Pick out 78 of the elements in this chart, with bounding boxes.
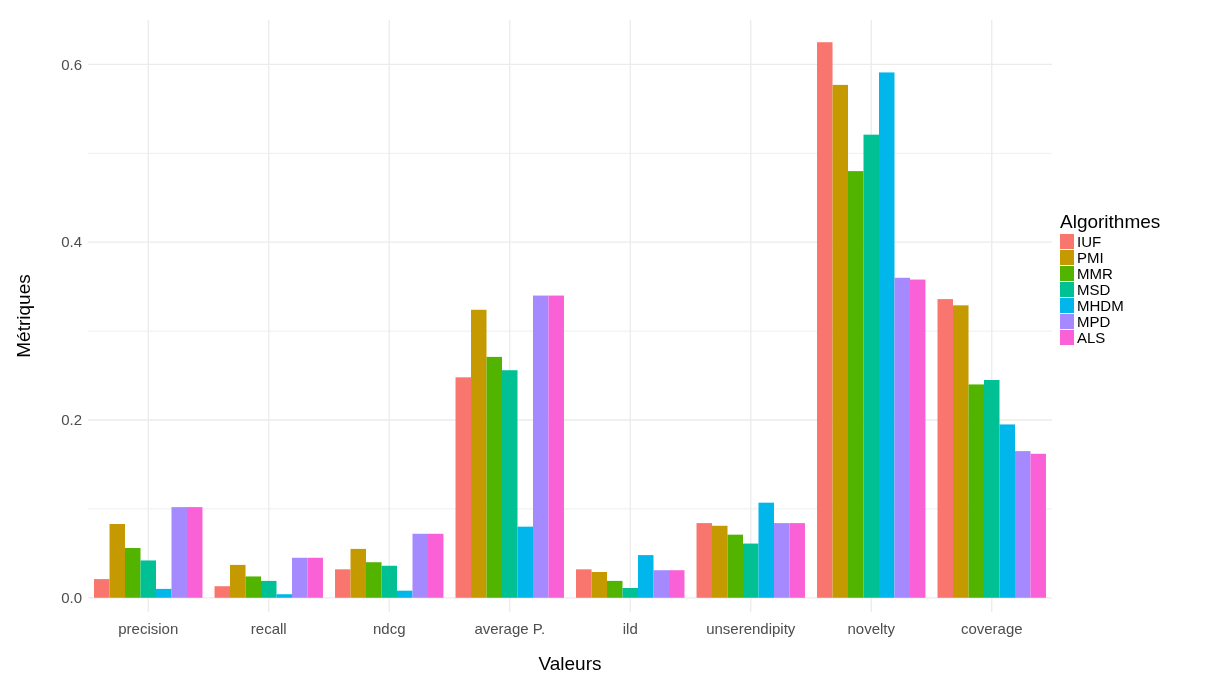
- bar: [125, 548, 141, 598]
- bar: [696, 523, 713, 598]
- bar: [653, 570, 669, 598]
- bar: [668, 570, 685, 598]
- bar: [245, 576, 261, 598]
- bar: [817, 42, 833, 598]
- bar: [999, 424, 1015, 598]
- bar: [517, 526, 533, 598]
- bar: [789, 523, 805, 598]
- x-tick-label: average P.: [474, 620, 546, 637]
- bar: [576, 569, 592, 598]
- bar: [909, 279, 926, 598]
- bar: [773, 523, 790, 598]
- bar: [350, 548, 367, 598]
- bar: [156, 588, 172, 598]
- bar: [532, 295, 549, 598]
- bar: [381, 565, 397, 598]
- bar: [937, 299, 954, 598]
- bar: [486, 356, 502, 598]
- x-tick-label: coverage: [960, 620, 1023, 637]
- legend-label: MHDM: [1077, 297, 1124, 315]
- bar: [1014, 451, 1031, 598]
- bar: [335, 569, 351, 598]
- legend-label: PMI: [1077, 249, 1104, 267]
- bar: [758, 502, 774, 598]
- bar: [894, 277, 910, 598]
- bar: [984, 380, 1000, 598]
- bar: [276, 594, 292, 598]
- bar: [743, 543, 759, 598]
- x-axis-title: Valeurs: [538, 653, 602, 674]
- x-tick-label: precision: [118, 620, 179, 637]
- bar: [109, 524, 126, 598]
- bar: [186, 507, 203, 598]
- bar: [591, 572, 608, 598]
- bar: [291, 557, 308, 598]
- y-tick-label: 0.6: [61, 55, 82, 73]
- bar: [712, 525, 728, 598]
- bar: [427, 533, 444, 598]
- bar: [622, 588, 638, 598]
- bar: [848, 171, 864, 598]
- bar: [397, 590, 413, 598]
- bar: [261, 580, 277, 598]
- bar: [366, 562, 382, 598]
- bar: [953, 305, 969, 598]
- bar: [638, 555, 654, 598]
- x-tick-label: ild: [622, 620, 638, 637]
- y-tick-label: 0.4: [61, 233, 82, 251]
- y-tick-label: 0.0: [61, 589, 82, 607]
- x-tick-label: novelty: [847, 620, 896, 637]
- legend-label: IUF: [1077, 233, 1102, 251]
- bar: [455, 377, 472, 598]
- bar: [171, 507, 187, 598]
- bar: [879, 72, 895, 598]
- bar: [727, 534, 743, 598]
- bar: [94, 579, 110, 598]
- legend-label: MPD: [1077, 313, 1111, 331]
- legend-label: MMR: [1077, 265, 1113, 283]
- bar: [214, 586, 231, 598]
- y-axis-title: Métriques: [13, 274, 34, 358]
- x-tick-label: unserendipity: [706, 620, 796, 637]
- bar: [968, 384, 984, 598]
- bar: [502, 370, 518, 598]
- bar: [863, 134, 879, 598]
- bar: [140, 560, 156, 598]
- x-tick-label: ndcg: [372, 620, 406, 637]
- legend-label: MSD: [1077, 281, 1111, 299]
- bar: [607, 580, 623, 598]
- bar: [832, 84, 849, 598]
- x-tick-label: recall: [250, 620, 287, 637]
- bar: [230, 564, 246, 598]
- legend-label: ALS: [1077, 329, 1106, 347]
- bar: [548, 295, 564, 598]
- bar: [1030, 453, 1046, 598]
- y-tick-label: 0.2: [61, 411, 82, 429]
- bar: [307, 557, 323, 598]
- bar: [412, 533, 428, 598]
- legend-title: Algorithmes: [1060, 211, 1161, 232]
- bar: [471, 309, 487, 598]
